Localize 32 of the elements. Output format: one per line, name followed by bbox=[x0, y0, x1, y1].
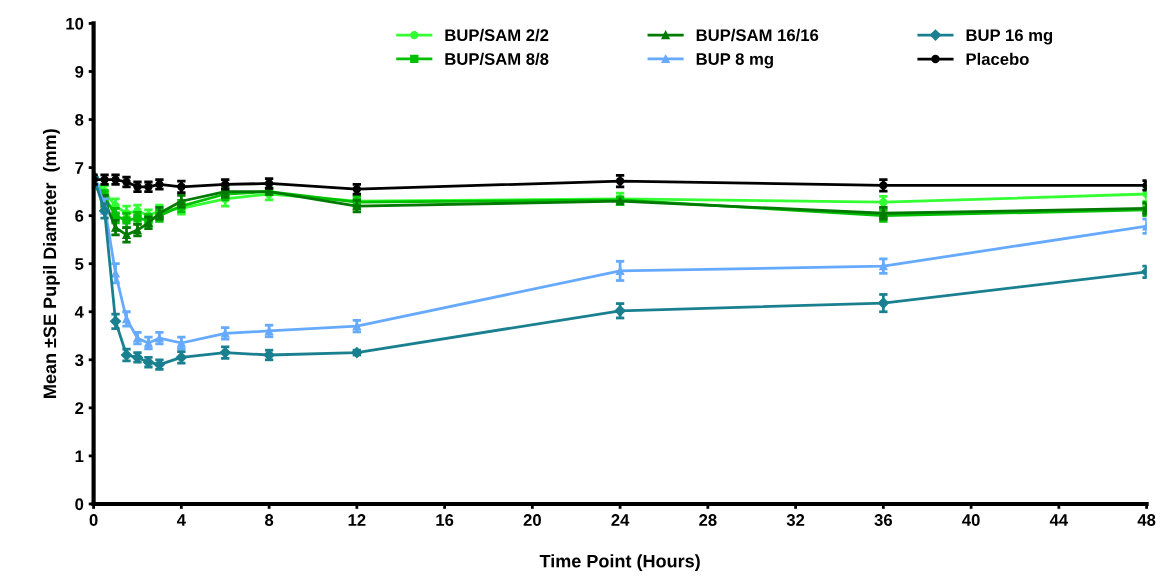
y-tick-label: 2 bbox=[75, 402, 84, 414]
legend-label: Placebo bbox=[966, 52, 1029, 66]
x-tick-label: 20 bbox=[523, 514, 541, 526]
x-tick-label: 4 bbox=[176, 514, 186, 526]
y-tick-label: 10 bbox=[66, 17, 84, 30]
legend-label: BUP/SAM 8/8 bbox=[445, 52, 549, 66]
y-tick-label: 4 bbox=[74, 306, 84, 318]
y-tick-label: 8 bbox=[75, 113, 84, 126]
legend-label: BUP 8 mg bbox=[696, 53, 773, 69]
legend-label: BUP/SAM 16/16 bbox=[696, 28, 819, 42]
y-tick-label: 5 bbox=[75, 258, 84, 270]
legend-label: BUP/SAM 2/2 bbox=[445, 28, 549, 42]
y-tick-label: 7 bbox=[75, 162, 84, 174]
legend-label: BUP 16 mg bbox=[966, 29, 1053, 45]
x-tick-label: 32 bbox=[786, 514, 805, 526]
y-tick-label: 9 bbox=[75, 65, 84, 78]
x-axis-title: Time Point (Hours) bbox=[539, 554, 700, 572]
x-tick-label: 0 bbox=[89, 514, 98, 526]
y-axis-title: Mean ±SE Pupil Diameter (mm) bbox=[42, 129, 60, 398]
x-tick-label: 12 bbox=[348, 514, 366, 526]
x-tick-label: 36 bbox=[874, 514, 893, 526]
x-tick-label: 48 bbox=[1137, 514, 1156, 526]
x-tick-label: 24 bbox=[611, 514, 630, 526]
x-tick-label: 8 bbox=[264, 514, 274, 526]
x-tick-label: 16 bbox=[436, 514, 454, 526]
x-tick-label: 44 bbox=[1049, 514, 1069, 526]
y-tick-label: 0 bbox=[75, 498, 84, 511]
y-tick-label: 6 bbox=[75, 210, 84, 222]
x-tick-label: 28 bbox=[699, 514, 717, 526]
y-tick-label: 1 bbox=[75, 450, 84, 462]
y-tick-label: 3 bbox=[74, 354, 84, 367]
x-tick-label: 40 bbox=[962, 514, 980, 526]
